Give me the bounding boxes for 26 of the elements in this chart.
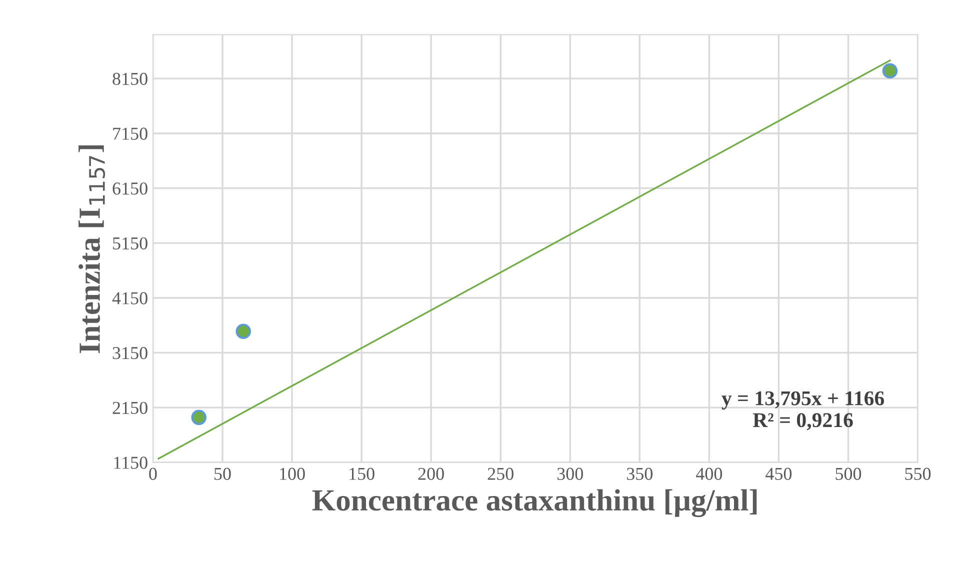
x-tick-label: 550 [905,468,931,480]
y-tick-label: 5150 [113,237,148,250]
x-tick-label: 400 [696,468,722,480]
y-tick-label: 7150 [113,128,148,140]
x-tick-label: 200 [418,468,444,480]
x-tick-label: 50 [214,468,231,480]
point [882,63,898,79]
x-tick-label: 500 [836,468,862,480]
x-axis-title: Koncentrace astaxanthinu [µg/ml] [312,489,757,518]
x-tick-label: 250 [488,468,514,480]
x-tick-label: 150 [350,468,374,480]
y-tick-label: 3150 [112,346,148,360]
y-tick-label: 8150 [112,72,148,85]
y-tick-label: 2150 [112,402,148,414]
y-axis-title: Intenzita [I$_{1157}$] [78,145,106,354]
x-tick-label: 450 [766,468,792,480]
point [236,324,251,339]
x-tick-label: 300 [557,468,583,480]
x-tick-label: 100 [280,468,305,480]
y-tick-label: 1150 [114,456,148,469]
y-tick-label: 4150 [112,292,148,304]
x-tick-label: 0 [149,468,157,480]
point [191,410,206,426]
x-tick-label: 350 [626,468,653,480]
y-tick-label: 6150 [112,182,148,195]
annotation: y = 13,795x + 1166 R² = 0,9216 [722,391,884,430]
